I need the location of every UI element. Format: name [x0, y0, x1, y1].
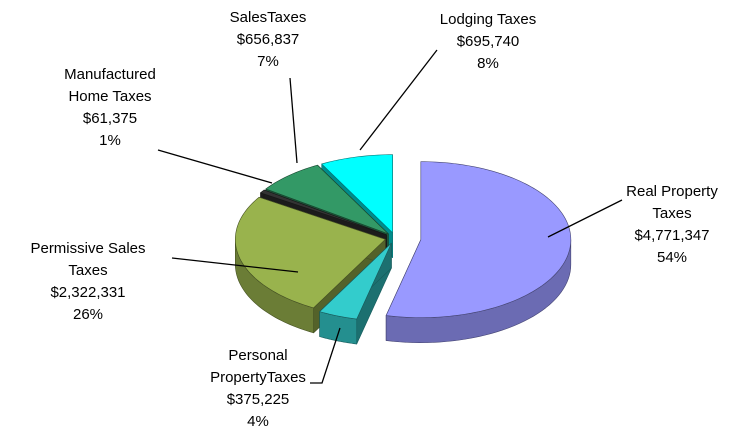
slice-top — [235, 196, 386, 309]
slice-top — [265, 164, 389, 235]
percent-label: 7% — [257, 53, 279, 70]
slice-label: SalesTaxes $656,837 7% — [213, 7, 323, 73]
slice-top — [260, 189, 388, 236]
percent-label: 8% — [477, 55, 499, 72]
slice-top — [319, 242, 392, 320]
category-label: Manufactured Home Taxes — [64, 66, 156, 105]
value-label: $656,837 — [236, 31, 300, 48]
category-label: Personal PropertyTaxes — [210, 347, 306, 386]
value-label: $61,375 — [82, 110, 138, 127]
category-label: Permissive Sales Taxes — [30, 240, 146, 279]
value-label: $4,771,347 — [634, 227, 710, 244]
category-label: SalesTaxes — [229, 9, 307, 26]
category-label: Lodging Taxes — [439, 11, 537, 28]
slice-label: Manufactured Home Taxes $61,375 1% — [58, 64, 162, 152]
percent-label: 54% — [656, 249, 688, 266]
percent-label: 26% — [72, 306, 104, 323]
leader-line — [171, 257, 299, 273]
slice-label: Personal PropertyTaxes $375,225 4% — [202, 345, 314, 432]
category-label: Real Property Taxes — [626, 183, 718, 222]
leader-line — [359, 49, 438, 151]
leader-lines — [157, 49, 623, 384]
leader-line — [289, 77, 298, 164]
slice-label: Lodging Taxes $695,740 8% — [428, 9, 548, 75]
value-label: $2,322,331 — [50, 284, 126, 301]
leader-line — [547, 199, 623, 238]
leader-line — [310, 327, 341, 384]
pie — [235, 154, 572, 345]
value-label: $375,225 — [226, 391, 290, 408]
leader-line — [157, 149, 273, 184]
percent-label: 4% — [247, 413, 269, 430]
slice-top — [385, 161, 572, 318]
percent-label: 1% — [99, 132, 121, 149]
slice-label: Real Property Taxes $4,771,347 54% — [616, 181, 728, 269]
value-label: $695,740 — [456, 33, 520, 50]
slice-top — [321, 154, 393, 233]
slice-label: Permissive Sales Taxes $2,322,331 26% — [23, 238, 153, 326]
